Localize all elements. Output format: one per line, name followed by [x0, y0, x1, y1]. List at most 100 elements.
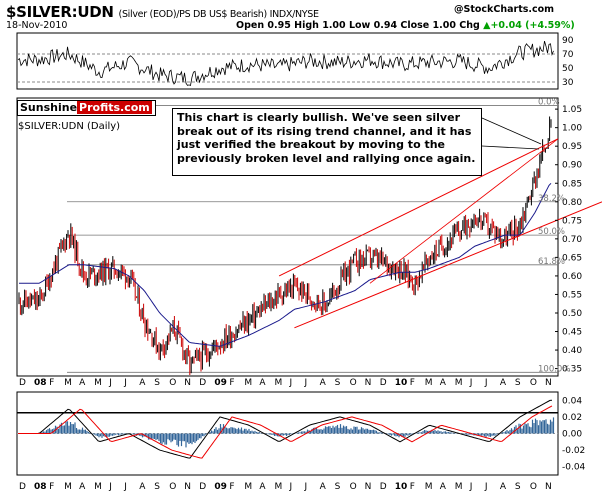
- price-x-tick-label: F: [410, 378, 415, 388]
- price-x-tick-label: 10: [395, 378, 408, 388]
- fib-level-label: 50.0%: [538, 227, 565, 237]
- macd-x-tick-label: F: [410, 482, 415, 492]
- price-x-tick-label: S: [335, 378, 341, 388]
- macd-x-tick-label: J: [469, 482, 473, 492]
- macd-x-tick-label: M: [64, 482, 72, 492]
- macd-x-tick-label: J: [108, 482, 112, 492]
- annotation-pointer: [481, 117, 542, 145]
- macd-x-tick-label: M: [94, 482, 102, 492]
- macd-tick-label: 0.02: [562, 413, 582, 423]
- price-x-tick-label: D: [380, 378, 387, 388]
- price-x-tick-label: J: [108, 378, 112, 388]
- macd-x-tick-label: F: [229, 482, 234, 492]
- logo-part2: Profits.com: [77, 101, 152, 114]
- price-x-tick-label: N: [365, 378, 372, 388]
- price-x-tick-label: M: [275, 378, 283, 388]
- macd-tick-label: -0.04: [562, 463, 586, 473]
- macd-x-tick-label: 09: [214, 482, 227, 492]
- price-x-tick-label: J: [304, 378, 308, 388]
- axis-layer: 90 70 50 30 1.05 1.00 0.95 0.90 0.85 0.80 0.75 0.70…: [19, 36, 586, 492]
- macd-x-tick-label: J: [123, 482, 127, 492]
- macd-x-tick-label: J: [304, 482, 308, 492]
- price-x-tick-label: J: [123, 378, 127, 388]
- trend-channel-mid: [369, 138, 559, 284]
- macd-line: [18, 399, 553, 459]
- price-x-tick-label: M: [244, 378, 252, 388]
- fib-level-label: 0.0%: [538, 97, 560, 107]
- rsi-tick-label: 50: [562, 64, 574, 74]
- macd-x-tick-label: S: [515, 482, 521, 492]
- macd-tick-label: -0.02: [562, 446, 585, 456]
- price-tick-label: 0.60: [562, 272, 582, 282]
- price-x-tick-label: F: [49, 378, 54, 388]
- macd-x-tick-label: D: [19, 482, 26, 492]
- macd-x-tick-label: D: [380, 482, 387, 492]
- ohlc-values: Open 0.95 High 1.00 Low 0.94 Close 1.00 …: [236, 20, 484, 31]
- price-tick-label: 1.00: [562, 124, 582, 134]
- price-x-tick-label: 09: [214, 378, 227, 388]
- chart-date: 18-Nov-2010: [6, 20, 68, 31]
- fib-level-label: 38.2%: [538, 194, 565, 204]
- price-x-tick-label: A: [259, 378, 266, 388]
- price-x-tick-label: O: [530, 378, 537, 388]
- change-up-icon: ▲: [483, 20, 491, 31]
- macd-signal-line: [18, 405, 553, 459]
- copyright-text: @StockCharts.com: [454, 4, 555, 15]
- macd-x-tick-label: N: [184, 482, 191, 492]
- annotation-box: This chart is clearly bullish. We've see…: [172, 108, 482, 176]
- price-x-tick-label: A: [320, 378, 327, 388]
- price-panel-label: $SILVER:UDN (Daily): [18, 121, 121, 132]
- chart-title: $SILVER:UDN (Silver (EOD)/PS DB US$ Bear…: [6, 3, 319, 21]
- price-tick-label: 0.75: [562, 216, 582, 226]
- price-tick-label: 0.85: [562, 179, 582, 189]
- macd-x-tick-label: N: [365, 482, 372, 492]
- price-x-tick-label: A: [440, 378, 447, 388]
- price-x-tick-label: J: [469, 378, 473, 388]
- price-tick-label: 0.40: [562, 346, 582, 356]
- macd-x-tick-label: A: [320, 482, 327, 492]
- fib-level-label: 61.8%: [538, 257, 565, 267]
- macd-x-tick-label: J: [289, 482, 293, 492]
- price-layer: [18, 116, 602, 375]
- price-x-tick-label: M: [94, 378, 102, 388]
- macd-x-tick-label: M: [244, 482, 252, 492]
- price-x-tick-label: 08: [34, 378, 47, 388]
- moving-average-line: [19, 182, 552, 347]
- rsi-line: [17, 40, 554, 87]
- chart-symbol: $SILVER:UDN: [6, 3, 114, 21]
- macd-x-tick-label: A: [259, 482, 266, 492]
- ohlc-readout: Open 0.95 High 1.00 Low 0.94 Close 1.00 …: [236, 20, 575, 31]
- price-tick-label: 0.95: [562, 142, 582, 152]
- price-x-tick-label: J: [484, 378, 488, 388]
- price-panel-frame: [16, 97, 559, 377]
- macd-x-tick-label: O: [530, 482, 537, 492]
- price-tick-label: 1.05: [562, 105, 582, 115]
- macd-x-tick-label: M: [455, 482, 463, 492]
- price-tick-label: 0.45: [562, 328, 582, 338]
- price-x-tick-label: O: [350, 378, 357, 388]
- change-value: +0.04 (+4.59%): [490, 20, 575, 31]
- rsi-panel-frame: [16, 32, 559, 90]
- chart-subtitle: (Silver (EOD)/PS DB US$ Bearish) INDX/NY…: [118, 9, 320, 20]
- rsi-tick-label: 90: [562, 36, 574, 46]
- fib-level-label: 100.0%: [538, 364, 570, 374]
- price-x-tick-label: S: [515, 378, 521, 388]
- macd-layer: [18, 399, 555, 459]
- macd-x-tick-label: A: [139, 482, 146, 492]
- price-x-tick-label: M: [455, 378, 463, 388]
- macd-x-tick-label: 10: [395, 482, 408, 492]
- annotation-pointer: [481, 145, 540, 150]
- price-x-tick-label: O: [169, 378, 176, 388]
- trend-channel-lower: [294, 201, 602, 329]
- macd-x-tick-label: A: [79, 482, 86, 492]
- rsi-tick-label: 70: [562, 50, 574, 60]
- macd-x-tick-label: 08: [34, 482, 47, 492]
- macd-tick-label: 0.04: [562, 396, 582, 406]
- price-x-tick-label: A: [500, 378, 507, 388]
- price-tick-label: 0.65: [562, 253, 582, 263]
- price-x-tick-label: D: [199, 378, 206, 388]
- price-x-tick-label: M: [425, 378, 433, 388]
- price-tick-label: 0.90: [562, 161, 582, 171]
- trend-channel-upper: [278, 138, 559, 277]
